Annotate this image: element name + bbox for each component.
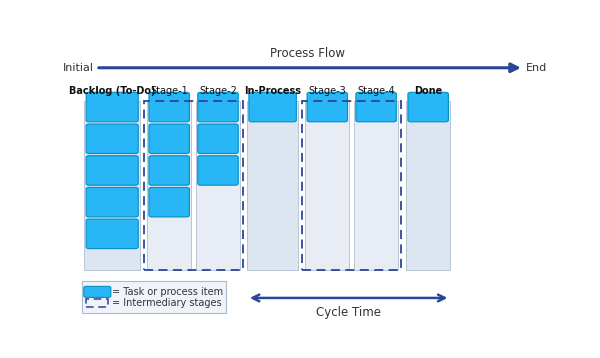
FancyBboxPatch shape: [86, 156, 138, 185]
FancyBboxPatch shape: [84, 101, 140, 270]
FancyBboxPatch shape: [198, 156, 238, 185]
FancyBboxPatch shape: [149, 124, 190, 154]
FancyBboxPatch shape: [84, 286, 111, 297]
Text: = Task or process item: = Task or process item: [112, 287, 223, 297]
Text: Stage-2: Stage-2: [199, 86, 237, 96]
Text: Stage-1: Stage-1: [150, 86, 188, 96]
FancyBboxPatch shape: [82, 281, 226, 313]
FancyBboxPatch shape: [249, 92, 296, 122]
FancyBboxPatch shape: [86, 92, 138, 122]
FancyBboxPatch shape: [354, 101, 398, 270]
Text: End: End: [526, 63, 547, 73]
Text: Backlog (To-Do): Backlog (To-Do): [69, 86, 155, 96]
FancyBboxPatch shape: [408, 92, 448, 122]
Text: Done: Done: [414, 86, 442, 96]
FancyBboxPatch shape: [86, 187, 138, 217]
FancyBboxPatch shape: [198, 124, 238, 154]
FancyBboxPatch shape: [147, 101, 191, 270]
FancyBboxPatch shape: [305, 101, 349, 270]
FancyBboxPatch shape: [149, 187, 190, 217]
Text: Stage-3: Stage-3: [308, 86, 346, 96]
FancyBboxPatch shape: [86, 219, 138, 248]
FancyBboxPatch shape: [196, 101, 240, 270]
FancyBboxPatch shape: [356, 92, 397, 122]
Text: Initial: Initial: [62, 63, 94, 73]
Text: Cycle Time: Cycle Time: [316, 306, 381, 319]
Text: Stage-4: Stage-4: [357, 86, 395, 96]
FancyBboxPatch shape: [149, 156, 190, 185]
FancyBboxPatch shape: [307, 92, 347, 122]
Text: Process Flow: Process Flow: [270, 47, 345, 60]
FancyBboxPatch shape: [198, 92, 238, 122]
FancyBboxPatch shape: [149, 92, 190, 122]
Text: = Intermediary stages: = Intermediary stages: [112, 298, 222, 308]
Text: In-Process: In-Process: [244, 86, 301, 96]
FancyBboxPatch shape: [247, 101, 298, 270]
FancyBboxPatch shape: [406, 101, 450, 270]
FancyBboxPatch shape: [86, 124, 138, 154]
